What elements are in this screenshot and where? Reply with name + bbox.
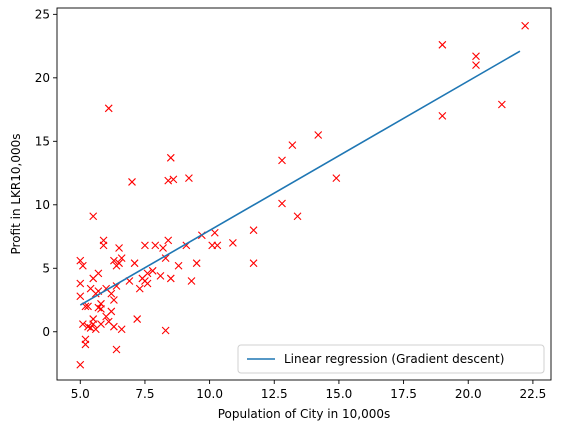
- data-point: [187, 277, 196, 285]
- data-point: [117, 325, 126, 334]
- y-tick-label: 5: [42, 261, 50, 275]
- data-point: [110, 322, 118, 331]
- scatter-series: [76, 21, 530, 369]
- data-point: [135, 284, 144, 293]
- data-point: [128, 178, 136, 186]
- data-point: [156, 272, 165, 280]
- data-point: [278, 156, 286, 165]
- data-point: [94, 269, 103, 278]
- data-point: [117, 254, 126, 263]
- data-point: [84, 302, 92, 311]
- data-point: [76, 256, 85, 265]
- data-point: [78, 320, 87, 329]
- data-point: [107, 289, 116, 298]
- data-point: [166, 153, 175, 162]
- data-point: [213, 241, 222, 250]
- data-point: [161, 254, 170, 263]
- data-point: [115, 244, 123, 252]
- y-tick-label: 15: [35, 134, 50, 148]
- data-point: [169, 175, 178, 184]
- data-point: [97, 320, 105, 329]
- data-point: [249, 259, 258, 268]
- x-axis-label: Population of City in 10,000s: [218, 407, 391, 421]
- data-point: [143, 279, 152, 288]
- data-point: [210, 228, 219, 237]
- data-point: [159, 244, 167, 252]
- y-tick-label: 10: [35, 198, 50, 212]
- regression-line: [79, 50, 521, 306]
- data-point: [472, 52, 480, 61]
- legend-box: [237, 344, 545, 374]
- x-tick-label: 20.0: [455, 387, 482, 401]
- x-tick-label: 15.0: [326, 387, 353, 401]
- data-point: [97, 305, 105, 313]
- data-point: [107, 307, 116, 316]
- y-tick-label: 25: [35, 7, 50, 21]
- data-point: [133, 315, 142, 323]
- y-tick-label: 0: [42, 325, 50, 339]
- x-tick-label: 17.5: [390, 387, 417, 401]
- data-point: [94, 303, 103, 312]
- data-point: [228, 238, 237, 247]
- data-point: [161, 326, 170, 335]
- data-point: [76, 279, 85, 288]
- y-tick-label: 20: [35, 71, 50, 85]
- data-point: [164, 176, 173, 185]
- axes-frame: [56, 7, 552, 381]
- data-point: [151, 241, 160, 250]
- legend: Linear regression (Gradient descent): [237, 344, 545, 374]
- data-point: [293, 212, 302, 221]
- data-point: [166, 274, 175, 283]
- data-point: [78, 261, 87, 270]
- data-point: [110, 256, 118, 265]
- data-point: [148, 266, 157, 275]
- x-tick-label: 7.5: [135, 387, 154, 401]
- data-point: [110, 296, 118, 304]
- x-tick-label: 10.0: [196, 387, 223, 401]
- x-tick-label: 22.5: [520, 387, 547, 401]
- data-point: [143, 269, 152, 278]
- y-axis-label: Profit in LKR10,000s: [9, 133, 23, 254]
- data-point: [76, 292, 85, 301]
- data-point: [249, 226, 258, 235]
- data-point: [332, 174, 341, 183]
- x-tick-label: 12.5: [261, 387, 288, 401]
- data-point: [497, 100, 506, 109]
- data-point: [472, 61, 480, 70]
- data-point: [164, 236, 173, 245]
- data-point: [141, 241, 149, 250]
- x-tick-label: 5.0: [71, 387, 90, 401]
- data-point: [192, 259, 201, 268]
- data-point: [89, 320, 98, 329]
- data-point: [278, 199, 286, 208]
- data-point: [314, 131, 323, 139]
- plot-layer: [56, 7, 552, 381]
- data-point: [99, 241, 108, 250]
- data-point: [130, 259, 139, 268]
- data-point: [81, 340, 90, 349]
- data-point: [174, 261, 183, 270]
- data-point: [112, 345, 121, 354]
- data-point: [438, 40, 447, 49]
- data-point: [115, 259, 123, 268]
- data-point: [185, 174, 193, 183]
- data-point: [104, 104, 113, 113]
- data-point: [84, 322, 92, 331]
- data-point: [86, 324, 95, 332]
- data-point: [521, 21, 530, 30]
- data-point: [288, 141, 297, 150]
- data-point: [438, 112, 447, 120]
- data-point: [89, 212, 98, 221]
- tick-layer: 5.0 7.5 10.0 12.5 15.0 17.5 20.0 22.5 0 5 10 15 20 25: [35, 7, 547, 401]
- data-point: [76, 360, 85, 369]
- legend-label: Linear regression (Gradient descent): [284, 352, 504, 366]
